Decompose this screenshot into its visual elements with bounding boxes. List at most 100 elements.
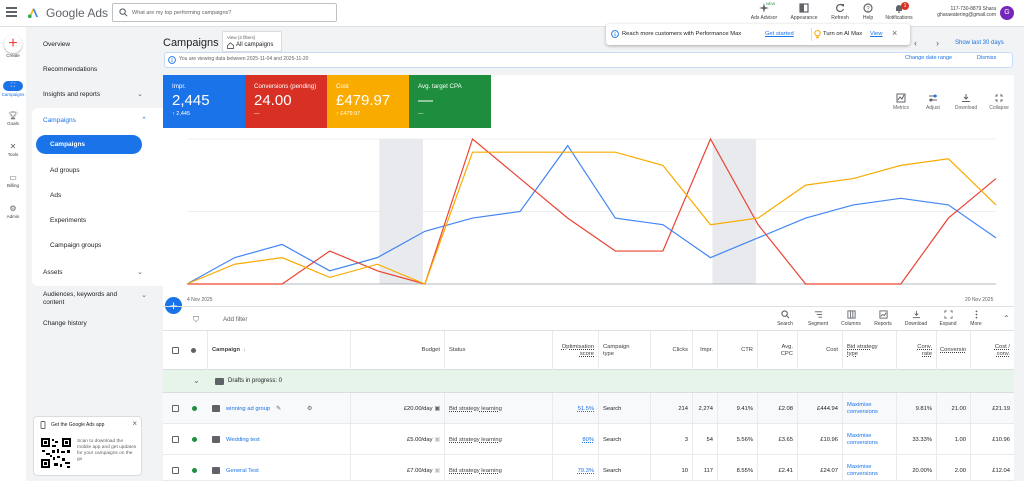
nav-sub-experiments[interactable]: Experiments [50, 217, 87, 224]
rail-create[interactable]: + Create [0, 35, 26, 58]
close-icon[interactable]: × [892, 28, 898, 38]
col-campaign[interactable]: Campaign ↓ [208, 331, 351, 370]
filter-icon[interactable]: ⛉ [193, 315, 199, 324]
reports-button[interactable]: Reports [868, 310, 898, 327]
bid-strategy-link[interactable]: Maximise conversions [847, 401, 878, 415]
nav-sub-ads[interactable]: Ads [50, 192, 62, 199]
table-row[interactable]: Wedding test £5.00/day ▣ Bid strategy lea… [163, 424, 1014, 455]
campaign-name-cell[interactable]: General Test [208, 455, 351, 481]
adjust-tool-button[interactable]: Adjust [918, 93, 948, 111]
opt-score-value[interactable]: 51.5% [577, 405, 594, 412]
notifications-button[interactable]: 1 Notifications [879, 2, 919, 21]
nav-campaigns-group[interactable]: Campaigns ⌃ [43, 117, 147, 124]
download-chart-button[interactable]: Download [951, 93, 981, 111]
bid-strategy-link[interactable]: Maximise conversions [847, 432, 878, 446]
nav-audiences[interactable]: Audiences, keywords and content ⌄ [43, 291, 147, 307]
metric-card-cost[interactable]: Cost £479.97 ↑ £479.97 [327, 75, 409, 128]
edit-budget-icon[interactable]: ▣ [434, 467, 440, 474]
col-campaign-type[interactable]: Campaign type [599, 331, 651, 370]
opt-score-value[interactable]: 79.3% [577, 467, 594, 474]
close-icon[interactable]: × [132, 419, 137, 428]
nav-insights[interactable]: Insights and reports ⌄ [43, 91, 147, 98]
edit-budget-icon[interactable]: ▣ [434, 436, 440, 443]
view-ai-max-link[interactable]: View [870, 31, 883, 37]
menu-icon[interactable] [6, 7, 17, 17]
table-row[interactable]: General Test £7.00/day ▣ Bid strategy lea… [163, 455, 1014, 481]
collapse-chart-button[interactable]: Collapse [984, 93, 1014, 111]
account-info[interactable]: 117-730-8879 Shara gharaeatering@gmail.c… [924, 6, 996, 18]
add-campaign-button[interactable]: + [165, 297, 182, 314]
col-conversions[interactable]: Conversions [937, 331, 971, 370]
nav-sub-ad-groups[interactable]: Ad groups [50, 167, 80, 174]
metric-card-impressions[interactable]: Impr. 2,445 ↑ 2,445 [163, 75, 245, 128]
rail-billing[interactable]: ▭ Billing [0, 173, 26, 188]
appearance-button[interactable]: Appearance [784, 3, 824, 21]
bid-strategy-link[interactable]: Maximise conversions [847, 463, 878, 477]
metric-card-target-cpa[interactable]: Avg. target CPA — — [409, 75, 491, 128]
nav-assets[interactable]: Assets ⌄ [43, 269, 147, 276]
search-input[interactable]: What are my top performing campaigns? [112, 3, 337, 22]
col-avg-cpc[interactable]: Avg. CPC [758, 331, 798, 370]
refresh-button[interactable]: Refresh [820, 3, 860, 21]
nav-overview[interactable]: Overview [43, 41, 71, 48]
change-date-range-link[interactable]: Change date range [905, 55, 953, 61]
col-status[interactable]: Status [445, 331, 553, 370]
edit-icon[interactable]: ✎ [276, 405, 282, 412]
settings-icon[interactable]: ⚙ [307, 405, 313, 412]
segment-button[interactable]: Segment [803, 310, 833, 327]
col-optimisation-score[interactable]: Optimisation score [553, 331, 599, 370]
drafts-row[interactable]: ⌄ Drafts in progress: 0 [163, 370, 1014, 393]
chevron-right-icon[interactable]: › [936, 38, 939, 48]
rail-admin[interactable]: ⚙ Admin [0, 204, 26, 219]
search-button[interactable]: Search [770, 310, 800, 327]
date-range-selector[interactable]: Show last 30 days [955, 40, 1004, 46]
add-filter-button[interactable]: Add filter [223, 316, 248, 323]
row-checkbox[interactable] [172, 436, 179, 443]
download-button[interactable]: Download [901, 310, 931, 327]
help-button[interactable]: ? Help [848, 3, 888, 21]
chevron-up-icon[interactable]: ⌃ [1003, 314, 1010, 323]
col-bid-strategy[interactable]: Bid strategy type [843, 331, 897, 370]
rail-tools[interactable]: ✕ Tools [0, 142, 26, 157]
col-budget[interactable]: Budget [351, 331, 445, 370]
campaign-name-cell[interactable]: Wedding test [208, 424, 351, 455]
col-clicks[interactable]: Clicks [651, 331, 693, 370]
chevron-down-icon[interactable]: ⌄ [193, 376, 200, 385]
expand-button[interactable]: Expand [933, 310, 963, 327]
table-row[interactable]: winning ad group ✎ ⚙ £20.00/day ▣ Bid strat… [163, 393, 1014, 424]
rail-goals[interactable]: 🏆︎ Goals [0, 111, 26, 126]
row-checkbox[interactable] [172, 405, 179, 412]
campaign-name-link[interactable]: winning ad group [226, 405, 271, 412]
status-value[interactable]: Bid strategy learning [449, 405, 502, 412]
avatar[interactable]: G [1000, 6, 1014, 20]
col-conv-rate[interactable]: Conv. rate [897, 331, 937, 370]
opt-score-value[interactable]: 80% [582, 436, 594, 443]
campaign-name-cell[interactable]: winning ad group ✎ ⚙ [208, 393, 351, 424]
select-all-checkbox[interactable] [172, 347, 179, 354]
nav-change-history[interactable]: Change history [43, 320, 87, 327]
row-checkbox[interactable] [172, 467, 179, 474]
more-button[interactable]: More [961, 310, 991, 327]
edit-budget-icon[interactable]: ▣ [434, 405, 440, 412]
col-cost-per-conv[interactable]: Cost / conv. [971, 331, 1014, 370]
columns-button[interactable]: Columns [836, 310, 866, 327]
left-rail: + Create ⛶ Campaigns 🏆︎ Goals ✕ Tools ▭ … [0, 27, 26, 481]
chevron-left-icon[interactable]: ‹ [914, 38, 917, 48]
get-started-link[interactable]: Get started [765, 31, 794, 37]
col-ctr[interactable]: CTR [718, 331, 758, 370]
views-selector[interactable]: View (2 filters) All campaigns [222, 31, 282, 52]
metrics-tool-button[interactable]: Metrics [886, 93, 916, 111]
nav-recommendations[interactable]: Recommendations [43, 66, 98, 73]
rail-campaigns[interactable]: ⛶ Campaigns [0, 81, 26, 97]
status-value[interactable]: Bid strategy learning [449, 467, 502, 474]
nav-sub-campaigns[interactable]: Campaigns [36, 135, 142, 154]
col-cost[interactable]: Cost [798, 331, 843, 370]
dismiss-link[interactable]: Dismiss [977, 55, 997, 61]
campaign-name-link[interactable]: Wedding test [226, 436, 260, 443]
status-value[interactable]: Bid strategy learning [449, 436, 502, 443]
campaign-name-link[interactable]: General Test [226, 467, 259, 474]
col-impressions[interactable]: Impr. [693, 331, 718, 370]
nav-sub-campaign-groups[interactable]: Campaign groups [50, 242, 102, 249]
metric-card-conversions[interactable]: Conversions (pending) 24.00 — [245, 75, 327, 128]
ads-advisor-button[interactable]: NEW Ads Advisor [744, 1, 784, 21]
